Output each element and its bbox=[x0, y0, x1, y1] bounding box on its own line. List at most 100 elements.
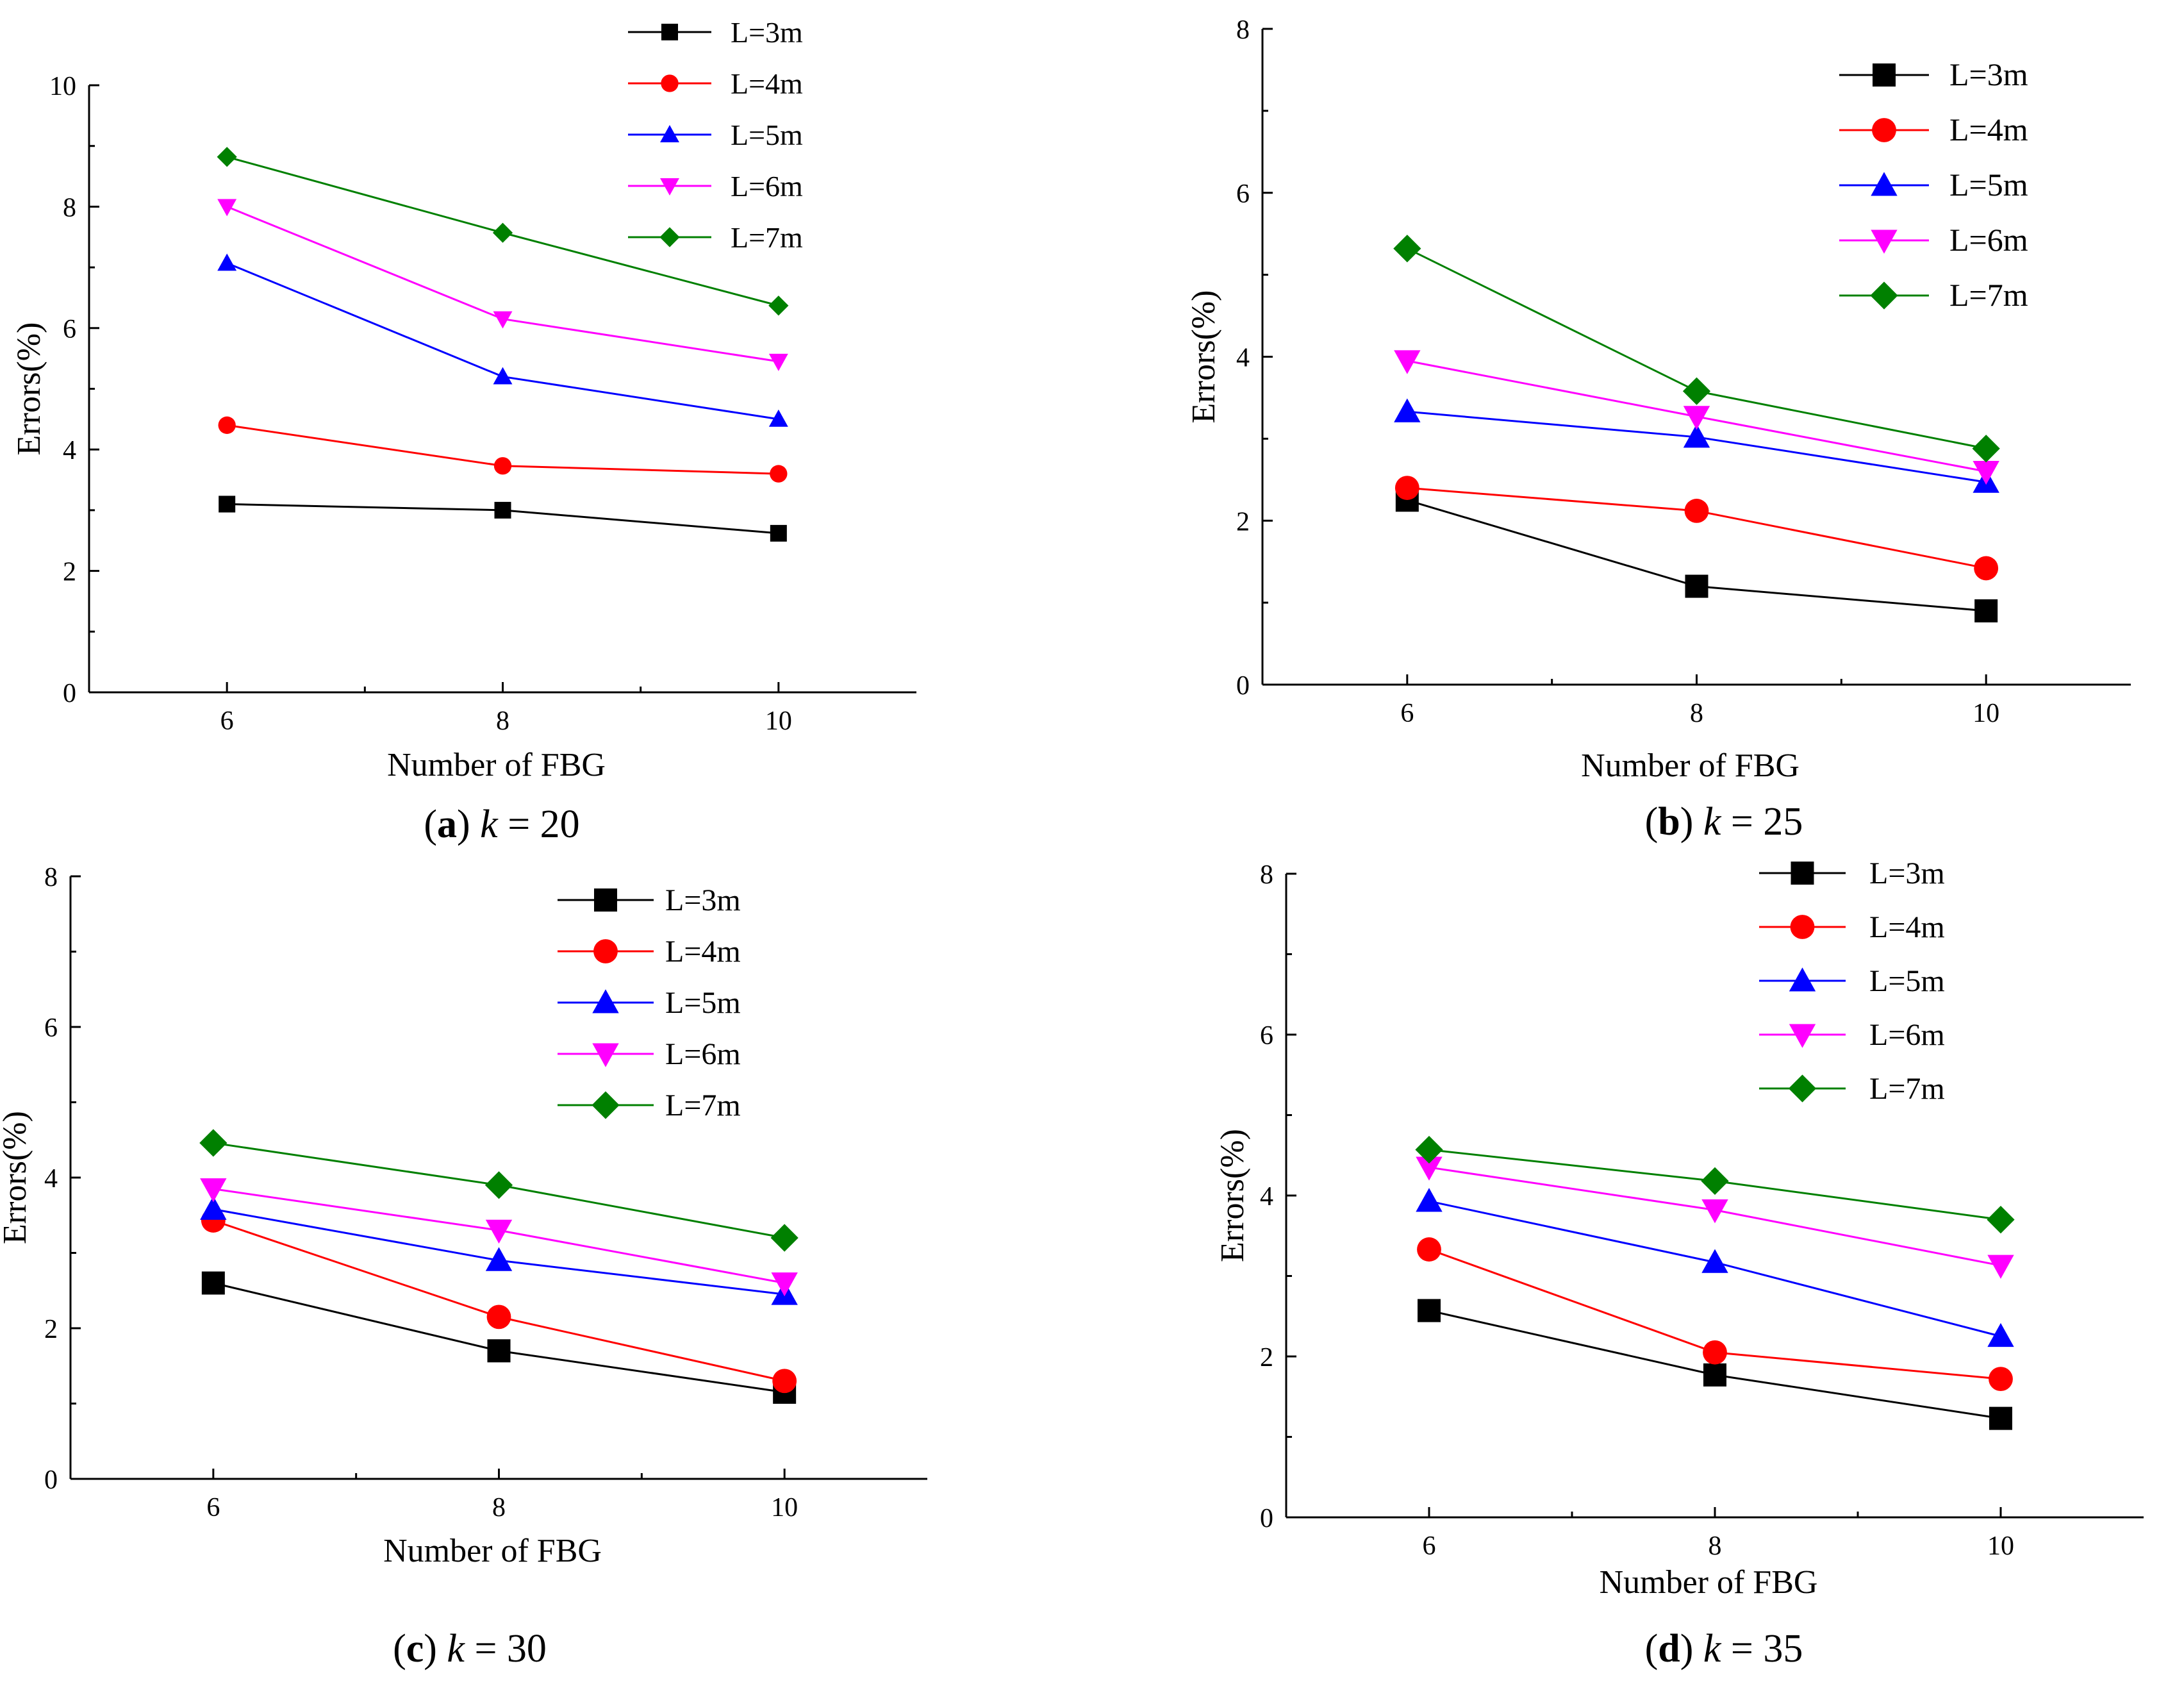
y-tick-label: 10 bbox=[49, 72, 76, 101]
data-point bbox=[1987, 1206, 2015, 1234]
data-point bbox=[217, 147, 237, 167]
data-point bbox=[201, 1271, 225, 1295]
y-tick-label: 6 bbox=[1260, 1021, 1273, 1051]
series-L=6m bbox=[200, 1178, 798, 1297]
caption-eq: = bbox=[1721, 800, 1763, 844]
panel-caption: (a) k = 20 bbox=[424, 803, 579, 846]
data-point bbox=[1416, 1188, 1443, 1212]
data-point bbox=[1415, 1135, 1443, 1164]
caption-value: 30 bbox=[507, 1627, 547, 1671]
legend-item: L=7m bbox=[628, 221, 803, 254]
x-axis-label: Number of FBG bbox=[387, 747, 606, 783]
x-tick-label: 6 bbox=[206, 1493, 220, 1522]
legend-item: L=3m bbox=[628, 16, 803, 49]
legend-label: L=5m bbox=[731, 119, 803, 151]
y-tick-label: 0 bbox=[1236, 671, 1250, 701]
legend-marker bbox=[594, 888, 617, 912]
data-point bbox=[1989, 1406, 2012, 1430]
series-L=4m bbox=[218, 416, 788, 483]
y-tick-label: 0 bbox=[44, 1465, 58, 1495]
caption-paren-open: ( bbox=[393, 1627, 406, 1671]
caption-paren-open: ( bbox=[1645, 1627, 1659, 1671]
data-point bbox=[1418, 1299, 1441, 1322]
y-tick-label: 2 bbox=[63, 558, 76, 587]
x-tick-label: 6 bbox=[1423, 1531, 1436, 1561]
caption-letter: c bbox=[406, 1627, 424, 1671]
legend-marker bbox=[661, 24, 678, 40]
y-tick-label: 8 bbox=[1260, 860, 1273, 890]
legend-marker bbox=[592, 1043, 619, 1067]
legend-label: L=6m bbox=[665, 1037, 741, 1071]
series-L=3m bbox=[201, 1271, 797, 1404]
series-L=7m bbox=[217, 147, 789, 316]
series-line bbox=[226, 262, 779, 421]
legend-item: L=3m bbox=[558, 883, 741, 917]
data-point bbox=[493, 367, 513, 385]
data-point bbox=[1683, 406, 1710, 430]
data-point bbox=[1973, 460, 1999, 485]
data-point bbox=[772, 1369, 797, 1394]
caption-eq: = bbox=[1721, 1627, 1763, 1671]
y-tick-label: 8 bbox=[1236, 15, 1250, 45]
data-point bbox=[770, 1224, 798, 1252]
y-tick-label: 4 bbox=[44, 1164, 58, 1194]
data-point bbox=[768, 409, 788, 427]
legend-label: L=3m bbox=[1869, 856, 1945, 890]
legend-marker bbox=[661, 74, 679, 92]
legend-marker bbox=[1871, 172, 1898, 196]
data-point bbox=[486, 1305, 511, 1330]
series-L=7m bbox=[1415, 1135, 2015, 1234]
data-point bbox=[217, 199, 237, 217]
x-tick-label: 8 bbox=[496, 706, 509, 736]
caption-var: k bbox=[447, 1627, 465, 1671]
series-L=3m bbox=[1418, 1299, 2012, 1430]
x-axis-label: Number of FBG bbox=[1600, 1564, 1818, 1601]
legend-item: L=6m bbox=[1839, 222, 2028, 258]
legend-item: L=7m bbox=[1759, 1072, 1945, 1106]
legend-marker bbox=[1789, 967, 1816, 992]
data-point bbox=[1684, 499, 1709, 523]
caption-eq: = bbox=[498, 803, 540, 846]
data-point bbox=[485, 1247, 513, 1271]
series-L=5m bbox=[1416, 1188, 2014, 1347]
x-tick-label: 8 bbox=[1690, 699, 1703, 728]
data-point bbox=[768, 296, 789, 316]
legend: L=3m L=4m L=5m L=6m L=7m bbox=[558, 883, 741, 1122]
data-point bbox=[493, 457, 512, 475]
caption-var: k bbox=[480, 803, 499, 846]
data-point bbox=[217, 253, 237, 271]
panel-caption: (c) k = 30 bbox=[393, 1627, 547, 1671]
data-point bbox=[484, 1171, 513, 1199]
data-point bbox=[493, 311, 513, 329]
caption-var: k bbox=[1703, 800, 1722, 844]
data-point bbox=[1394, 398, 1421, 422]
legend-label: L=3m bbox=[1949, 56, 2028, 92]
y-tick-label: 6 bbox=[44, 1013, 58, 1043]
data-point bbox=[1989, 1367, 2013, 1392]
legend-label: L=6m bbox=[1949, 222, 2028, 258]
legend-item: L=4m bbox=[1759, 910, 1945, 944]
caption-value: 35 bbox=[1763, 1627, 1803, 1671]
data-point bbox=[1987, 1322, 2014, 1347]
series-L=6m bbox=[217, 199, 788, 371]
y-tick-label: 2 bbox=[44, 1315, 58, 1344]
caption-paren-close: ) bbox=[457, 803, 480, 846]
caption-paren-close: ) bbox=[1680, 800, 1703, 844]
data-point bbox=[1701, 1167, 1729, 1196]
series-line bbox=[213, 1282, 785, 1394]
data-point bbox=[219, 496, 236, 513]
legend-marker bbox=[1790, 915, 1815, 939]
legend-item: L=3m bbox=[1759, 856, 1945, 890]
legend-marker bbox=[659, 227, 680, 247]
legend-label: L=4m bbox=[665, 935, 741, 969]
legend-marker bbox=[660, 125, 679, 142]
legend-item: L=5m bbox=[1759, 964, 1945, 998]
legend-marker bbox=[592, 1091, 620, 1119]
series-L=6m bbox=[1394, 350, 1999, 485]
legend-item: L=7m bbox=[558, 1088, 741, 1122]
legend-label: L=3m bbox=[731, 16, 803, 49]
legend-item: L=4m bbox=[1839, 112, 2028, 147]
series-L=7m bbox=[199, 1129, 798, 1252]
data-point bbox=[494, 501, 511, 519]
caption-letter: b bbox=[1658, 800, 1680, 844]
